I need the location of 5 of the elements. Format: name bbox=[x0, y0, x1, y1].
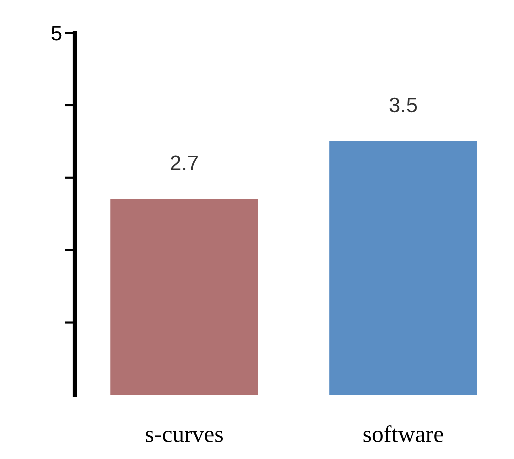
y-tick-label: 5 bbox=[52, 26, 62, 41]
data-label: 2.7 bbox=[171, 156, 198, 170]
x-tick-label: software bbox=[364, 426, 444, 442]
x-tick-label: s-curves bbox=[146, 431, 224, 442]
data-label: 3.5 bbox=[390, 98, 418, 113]
